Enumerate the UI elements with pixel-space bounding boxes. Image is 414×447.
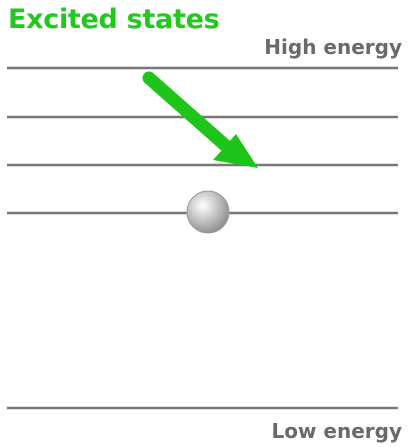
label-low-energy: Low energy [271, 419, 402, 443]
title-excited-states: Excited states [8, 4, 220, 35]
electron-ball-icon [186, 190, 230, 234]
label-high-energy: High energy [264, 35, 402, 59]
arrow-down-right-icon [142, 71, 258, 168]
